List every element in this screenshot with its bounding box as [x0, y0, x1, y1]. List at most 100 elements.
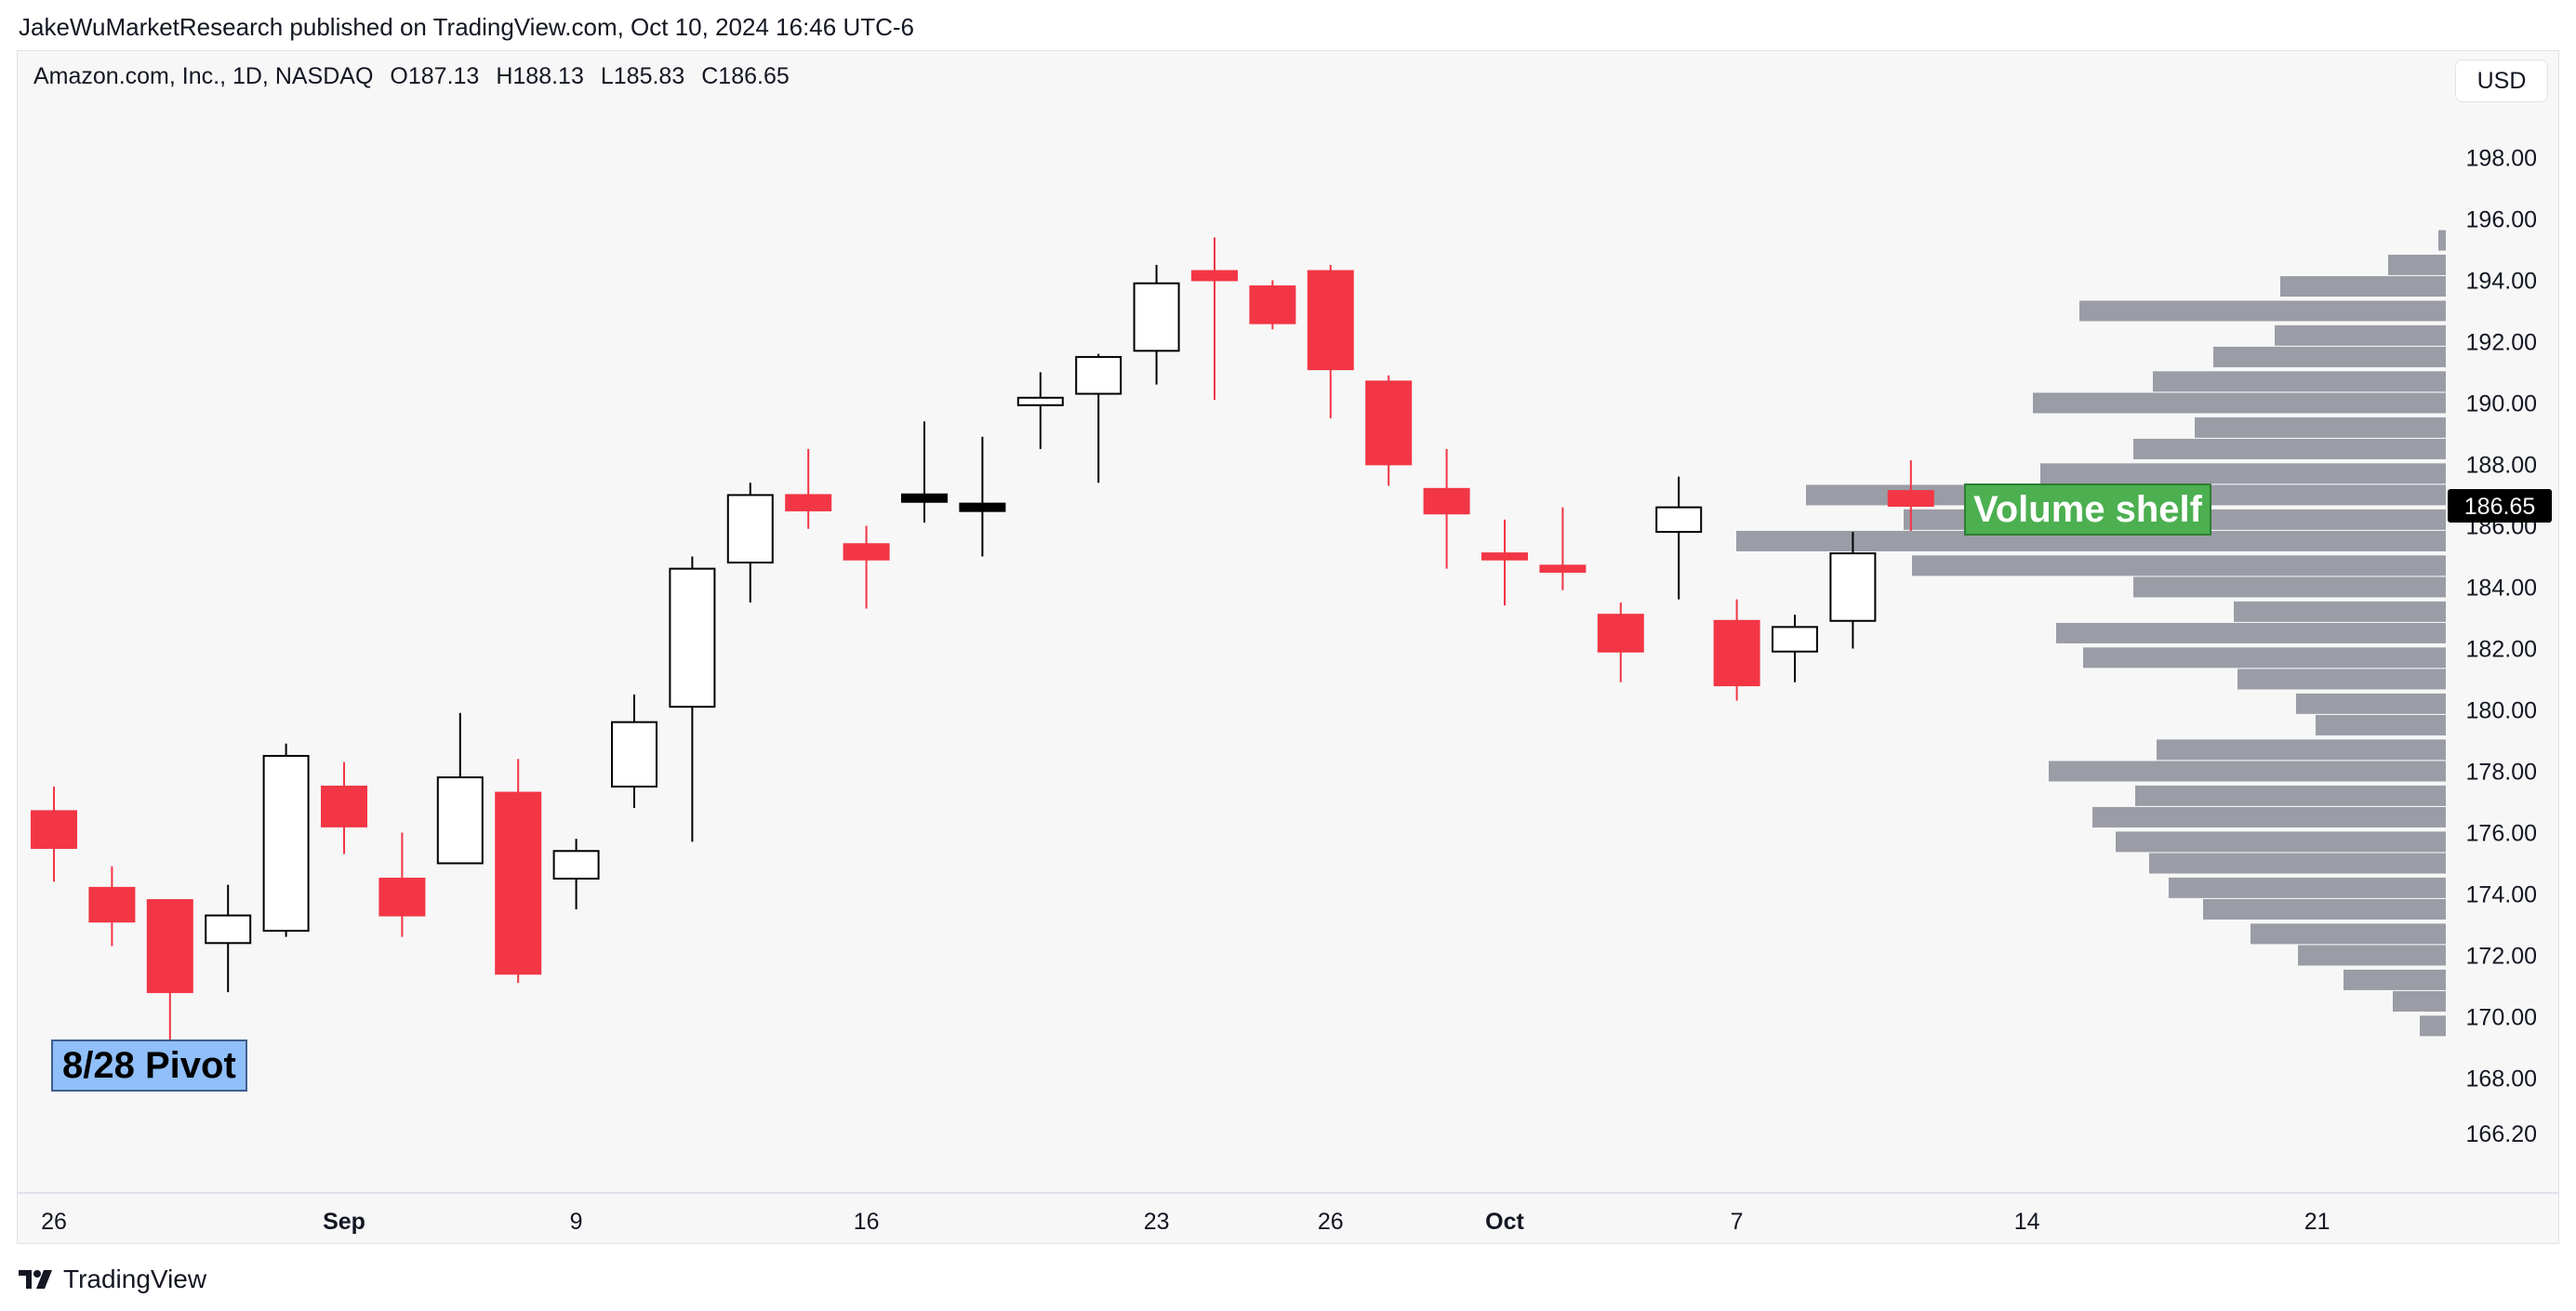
candle-body: [1016, 396, 1064, 406]
price-tick-label: 196.00: [2466, 206, 2537, 232]
volume-profile-bar: [2153, 371, 2446, 392]
volume-profile-bar: [2116, 831, 2446, 853]
volume-profile-bar: [2133, 576, 2446, 598]
volume-profile-bar: [2234, 601, 2446, 622]
volume-profile-bar: [2133, 438, 2446, 459]
last-price-badge: [2448, 488, 2552, 523]
candle-body: [552, 850, 600, 880]
volume-profile-bar: [2388, 254, 2446, 275]
candle-body: [495, 791, 542, 975]
candle-body: [205, 914, 252, 945]
time-tick-label: 26: [41, 1209, 67, 1235]
candle-body: [262, 754, 310, 933]
candle-body: [901, 493, 948, 503]
time-tick-label: Oct: [1485, 1209, 1524, 1235]
volume-profile-bar: [2280, 276, 2446, 298]
candles: [31, 237, 1934, 1048]
symbol-legend: Amazon.com, Inc., 1D, NASDAQ O187.13 H188.…: [33, 63, 806, 90]
candle-body: [726, 494, 774, 564]
volume-profile-bar: [2092, 806, 2446, 828]
volume-profile-bar: [2344, 969, 2446, 990]
price-tick-label: 170.00: [2466, 1004, 2537, 1030]
candle-body: [1539, 564, 1587, 573]
candle-body: [1191, 270, 1238, 282]
volume-profile-bar: [2237, 669, 2446, 690]
legend-open: O187.13: [390, 63, 480, 89]
time-tick-label: 21: [2304, 1209, 2330, 1235]
volume-profile-bar: [2049, 761, 2446, 782]
volume-profile-bar: [2213, 346, 2446, 367]
price-axis: 198.00 196.00 194.00 192.00 190.00 188.00 186.…: [2466, 145, 2537, 1146]
volume-profile-bar: [2420, 1015, 2446, 1037]
legend-high: H188.13: [496, 63, 584, 89]
footer-brand-text: TradingView: [63, 1265, 207, 1293]
volume-profile-bar: [2275, 324, 2446, 346]
candle-body: [843, 543, 890, 561]
candle-body: [1249, 285, 1296, 324]
time-tick-label: 9: [570, 1209, 583, 1235]
candle-body: [31, 810, 77, 849]
price-tick-label: 190.00: [2466, 391, 2537, 417]
volume-profile-bar: [2056, 622, 2446, 643]
volume-profile-bar: [1736, 530, 2446, 551]
price-tick-label: 176.00: [2466, 820, 2537, 846]
chart-pane[interactable]: [17, 50, 2559, 1244]
price-tick-label: 172.00: [2466, 943, 2537, 969]
volume-profile-bar: [2040, 463, 2446, 484]
volume-profile-bar: [2195, 417, 2446, 438]
candle-body: [378, 877, 426, 917]
candle-body: [1655, 506, 1703, 534]
symbol-name: Amazon.com, Inc., 1D, NASDAQ: [33, 63, 374, 89]
time-tick-label: 26: [1318, 1209, 1344, 1235]
candle-body: [611, 721, 657, 788]
price-tick-label: 166.20: [2466, 1121, 2537, 1147]
candle-body: [1423, 487, 1470, 515]
candle-body: [1075, 355, 1122, 395]
candle-body: [1597, 614, 1644, 653]
price-tick-label: 188.00: [2466, 452, 2537, 478]
candle-body: [785, 494, 832, 511]
candle-body: [1887, 490, 1934, 507]
volume-profile-bar: [1912, 555, 2446, 576]
candle-body: [1713, 619, 1760, 687]
volume-profile-bar: [2149, 853, 2446, 874]
candle-body: [1133, 282, 1180, 352]
candle-body: [1829, 552, 1877, 622]
candle-body: [88, 886, 136, 923]
candle-body: [1307, 270, 1354, 371]
tradingview-logo-icon: [19, 1268, 56, 1291]
volume-profile: [1736, 230, 2446, 1037]
time-tick-label: Sep: [323, 1209, 365, 1235]
footer-brand[interactable]: TradingView: [19, 1265, 206, 1294]
currency-button[interactable]: USD: [2455, 60, 2548, 102]
volume-profile-bar: [2251, 923, 2446, 945]
price-tick-label: 192.00: [2466, 329, 2537, 355]
volume-profile-bar: [2079, 300, 2446, 322]
candle-body: [1772, 626, 1818, 653]
volume-profile-bar: [2033, 392, 2446, 414]
price-tick-label: 184.00: [2466, 575, 2537, 601]
legend-low: L185.83: [600, 63, 685, 89]
price-tick-label: 178.00: [2466, 759, 2537, 785]
volume-profile-bar: [2203, 898, 2446, 920]
price-tick-label: 174.00: [2466, 881, 2537, 907]
volume-profile-bar: [2298, 945, 2446, 966]
candle-body: [321, 785, 367, 828]
volume-profile-bar: [2296, 693, 2446, 714]
candle-body: [669, 567, 716, 708]
price-tick-label: 182.00: [2466, 636, 2537, 662]
price-tick-label: 180.00: [2466, 697, 2537, 723]
last-price-label: 186.65: [2448, 488, 2552, 523]
time-tick-label: 16: [854, 1209, 880, 1235]
time-tick-label: 14: [2014, 1209, 2040, 1235]
volume-shelf-annotation: Volume shelf: [1964, 483, 2211, 536]
pivot-annotation: 8/28 Pivot: [51, 1040, 247, 1092]
volume-profile-bar: [2135, 785, 2446, 806]
legend-close: C186.65: [701, 63, 790, 89]
volume-profile-bar: [2083, 647, 2446, 669]
time-tick-label: 7: [1731, 1209, 1744, 1235]
volume-profile-bar: [2169, 877, 2446, 898]
volume-profile-bar: [2393, 990, 2446, 1012]
time-axis: 26 Sep 9 16 23 26 Oct 7 14 21: [17, 1192, 2559, 1235]
